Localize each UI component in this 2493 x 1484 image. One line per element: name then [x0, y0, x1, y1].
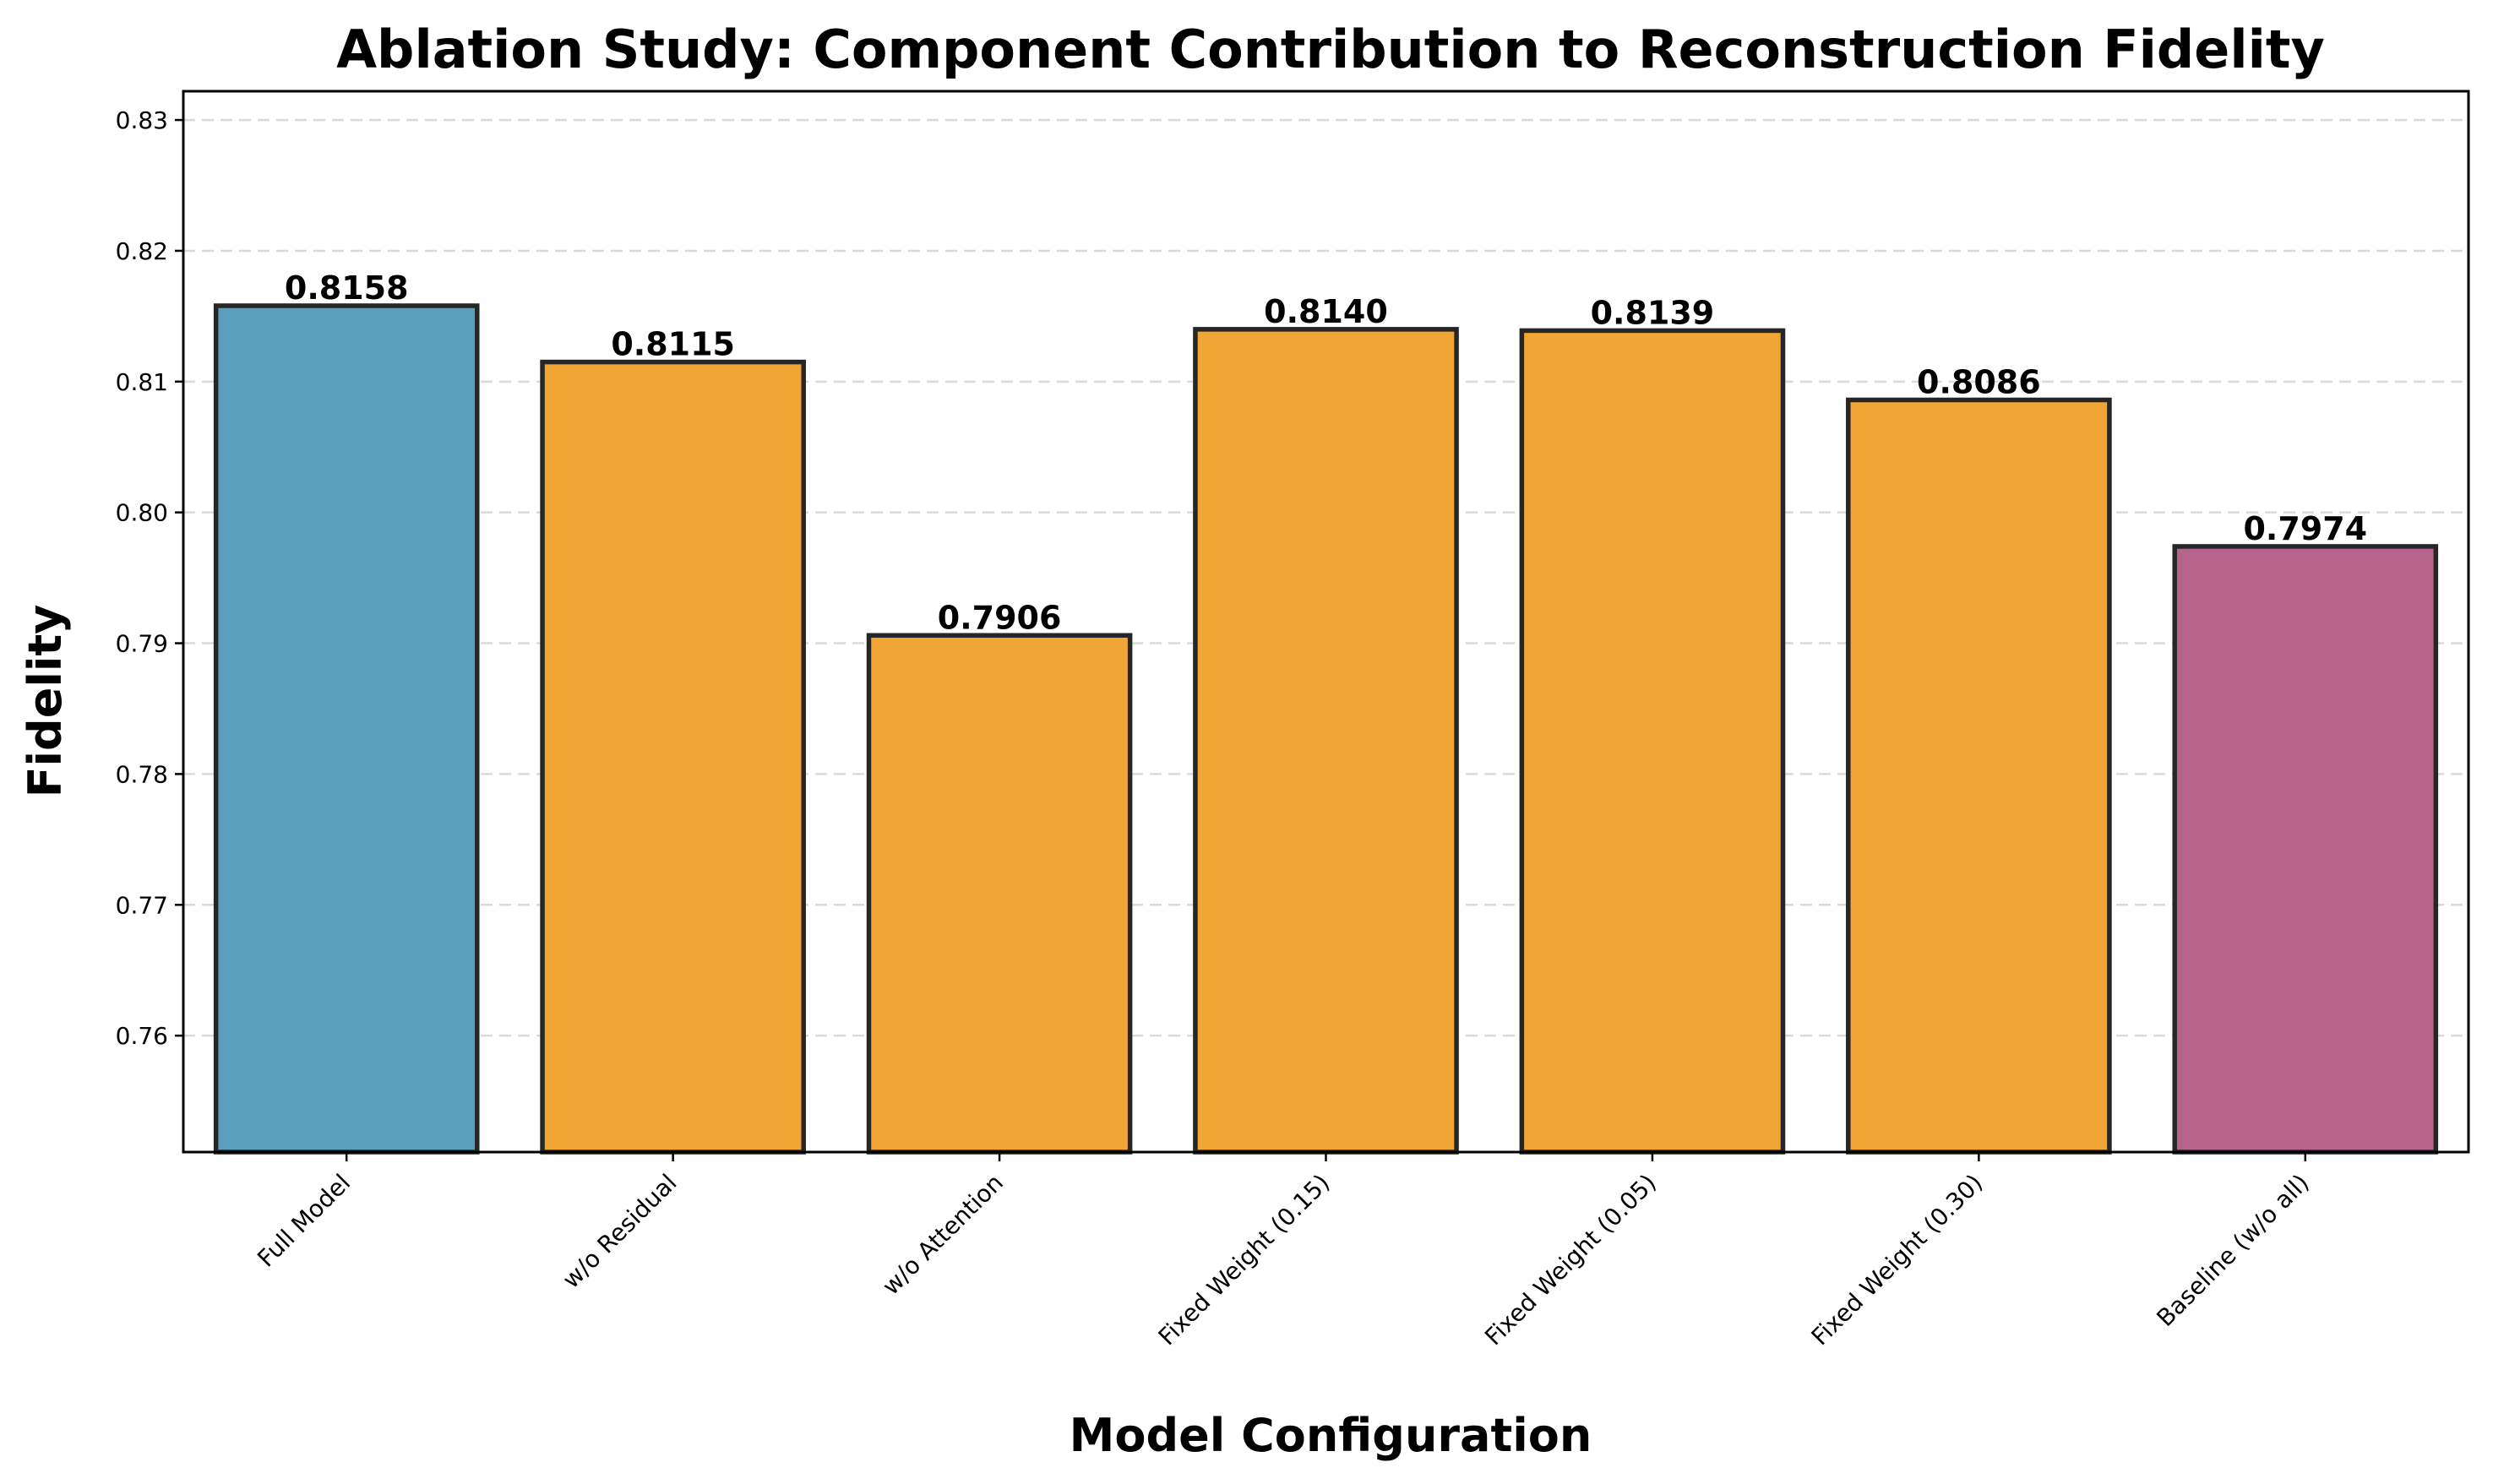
y-axis-label: Fidelity	[19, 605, 72, 798]
bar-value-label: 0.8115	[611, 326, 735, 363]
bar	[1519, 328, 1786, 1155]
bar	[213, 303, 480, 1155]
bar	[866, 633, 1133, 1155]
y-tick-label: 0.78	[116, 760, 168, 788]
bar	[540, 359, 806, 1155]
y-tick-label: 0.83	[116, 106, 168, 134]
y-tick-label: 0.76	[116, 1022, 168, 1050]
y-tick-label: 0.82	[116, 237, 168, 265]
bar-value-label: 0.8086	[1917, 363, 2041, 400]
y-tick-label: 0.81	[116, 368, 168, 396]
chart-title: Ablation Study: Component Contribution t…	[336, 19, 2325, 80]
bar-value-label: 0.7974	[2243, 510, 2367, 547]
y-tick-label: 0.80	[116, 499, 168, 527]
y-axis-ticks: 0.76 0.77 0.78 0.79 0.80 0.81 0.82 0.83	[116, 106, 183, 1050]
bar	[2172, 544, 2439, 1155]
bar-value-label: 0.8140	[1264, 293, 1388, 330]
y-tick-label: 0.77	[116, 891, 168, 919]
value-labels: 0.8158 0.8115 0.7906 0.8140 0.8139 0.8086 0.79…	[285, 269, 2367, 636]
bar-value-label: 0.7906	[938, 599, 1062, 636]
bars	[213, 303, 2439, 1155]
bar	[1193, 327, 1459, 1155]
bar-value-label: 0.8139	[1591, 294, 1715, 331]
bar	[1846, 397, 2112, 1155]
y-tick-label: 0.79	[116, 630, 168, 658]
bar-value-label: 0.8158	[285, 269, 409, 307]
x-axis-label: Model Configuration	[1070, 1409, 1592, 1462]
